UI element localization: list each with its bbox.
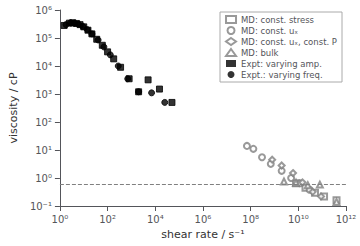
svg-text:10⁶: 10⁶ [195,214,212,225]
svg-text:10¹: 10¹ [35,145,52,156]
svg-text:10⁻¹: 10⁻¹ [30,201,52,212]
svg-text:MD: const. stress: MD: const. stress [241,15,315,25]
svg-text:Expt.: varying freq.: Expt.: varying freq. [241,70,323,80]
svg-text:10³: 10³ [35,89,52,100]
svg-text:Expt: varying amp.: Expt: varying amp. [241,59,322,69]
svg-text:MD: const. uₓ, const. P: MD: const. uₓ, const. P [241,37,337,47]
svg-text:10⁰: 10⁰ [52,214,69,225]
svg-text:viscosity / cP: viscosity / cP [7,72,20,143]
svg-text:10⁴: 10⁴ [147,214,164,225]
svg-text:10⁵: 10⁵ [35,33,52,44]
svg-text:MD: bulk: MD: bulk [241,48,279,58]
svg-text:10⁰: 10⁰ [35,173,52,184]
svg-text:10⁴: 10⁴ [35,61,52,72]
svg-text:10²: 10² [99,214,116,225]
svg-text:10⁸: 10⁸ [242,214,259,225]
svg-text:10¹²: 10¹² [336,214,357,225]
svg-text:shear rate / s⁻¹: shear rate / s⁻¹ [161,228,244,241]
svg-text:MD: const. uₓ: MD: const. uₓ [241,26,298,36]
svg-text:10⁶: 10⁶ [35,5,52,16]
svg-text:10²: 10² [35,117,52,128]
svg-text:10¹⁰: 10¹⁰ [288,214,309,225]
